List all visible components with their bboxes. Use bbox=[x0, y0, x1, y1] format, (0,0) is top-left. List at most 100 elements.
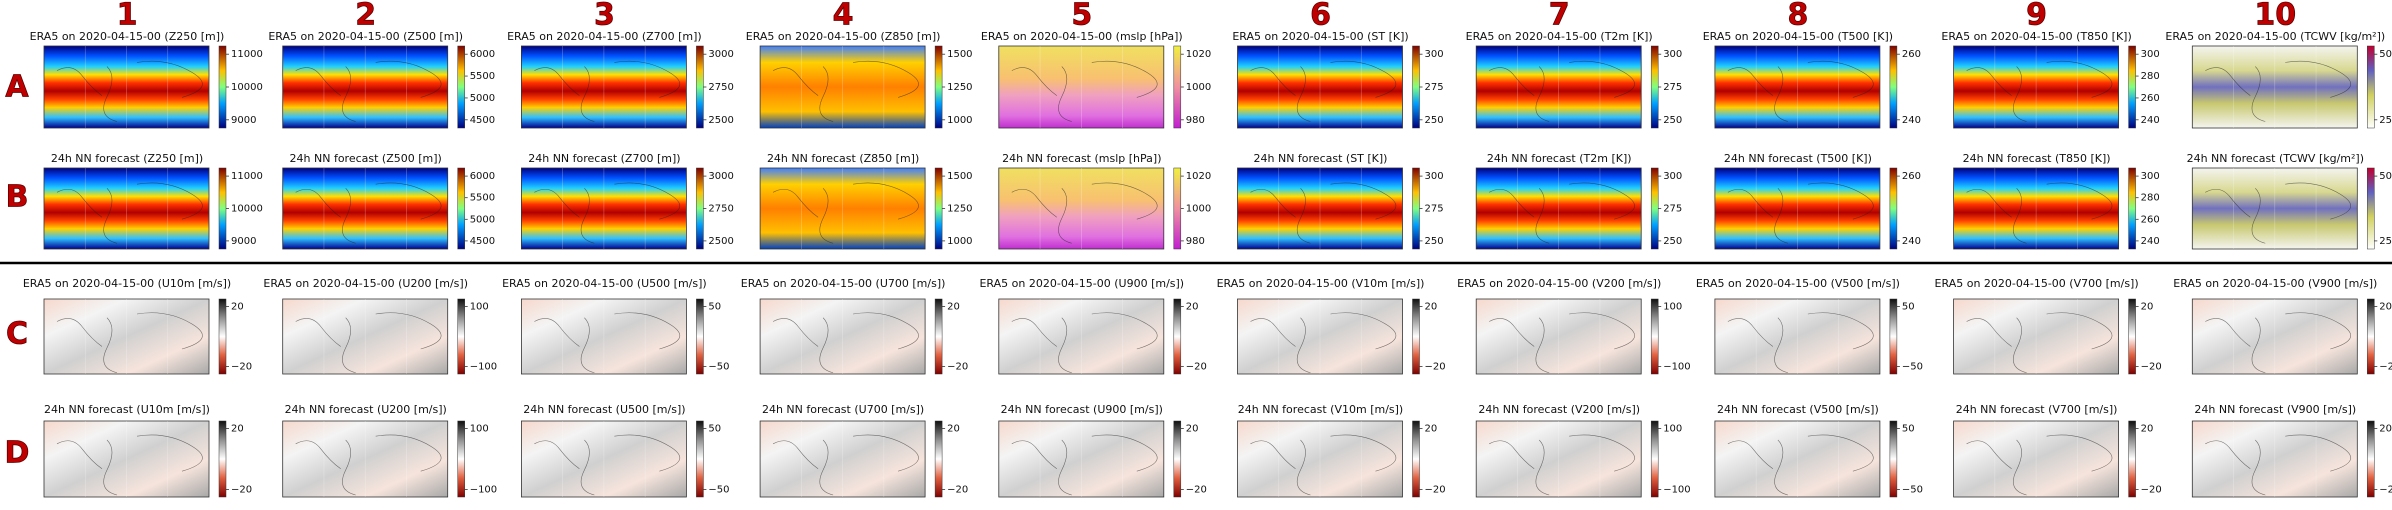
map bbox=[1237, 298, 1403, 375]
colorbar-tick-label: 10000 bbox=[231, 204, 263, 215]
colorbar-tick-label: 275 bbox=[1425, 82, 1444, 93]
map bbox=[43, 167, 210, 250]
panel-title: ERA5 on 2020-04-15-00 (Z250 [m]) bbox=[30, 30, 225, 43]
map bbox=[521, 167, 687, 250]
colorbar-tick-label: 240 bbox=[2141, 236, 2160, 247]
colorbar-tick-label: 20 bbox=[2379, 424, 2392, 435]
colorbar-tick-label: 25 bbox=[2379, 115, 2392, 126]
panel-title: 24h NN forecast (Z250 [m]) bbox=[51, 152, 203, 165]
panel-title: 24h NN forecast (V900 [m/s]) bbox=[2194, 403, 2356, 416]
panel-title: 24h NN forecast (Z850 [m]) bbox=[767, 152, 919, 165]
panel-title: ERA5 on 2020-04-15-00 (T2m [K]) bbox=[1466, 30, 1653, 43]
colorbar-tick-label: 1000 bbox=[1186, 204, 1211, 215]
panel-title: ERA5 on 2020-04-15-00 (U500 [m/s]) bbox=[502, 277, 707, 290]
panel-title: 24h NN forecast (V700 [m/s]) bbox=[1956, 403, 2118, 416]
colorbar-tick-label: 50 bbox=[708, 302, 721, 313]
panel-title: 24h NN forecast (V200 [m/s]) bbox=[1478, 403, 1640, 416]
map bbox=[1475, 167, 1642, 250]
panel-title: ERA5 on 2020-04-15-00 (Z700 [m]) bbox=[507, 30, 702, 43]
coastline bbox=[772, 60, 919, 122]
colorbar-tick-label: −50 bbox=[708, 362, 729, 373]
coastline bbox=[1489, 60, 1635, 122]
panel-title: ERA5 on 2020-04-15-00 (ST [K]) bbox=[1232, 30, 1408, 43]
colorbar-tick-label: −50 bbox=[708, 484, 729, 495]
map bbox=[759, 298, 926, 375]
colorbar bbox=[1650, 45, 1659, 129]
colorbar bbox=[1412, 45, 1420, 129]
colorbar bbox=[934, 167, 943, 250]
colorbar-tick-label: 50 bbox=[2379, 171, 2392, 182]
coastline bbox=[295, 434, 442, 496]
colorbar bbox=[2367, 167, 2375, 250]
panel-title: ERA5 on 2020-04-15-00 (T500 [K]) bbox=[1703, 30, 1893, 43]
colorbar bbox=[2128, 45, 2136, 129]
colorbar-tick-label: −50 bbox=[1902, 362, 1923, 373]
coastline bbox=[56, 312, 203, 374]
coastline bbox=[1489, 312, 1635, 374]
map bbox=[2191, 45, 2358, 129]
colorbar bbox=[2128, 420, 2136, 498]
colorbar-tick-label: −20 bbox=[947, 484, 968, 495]
map bbox=[1237, 167, 1403, 250]
colorbar-tick-label: −20 bbox=[231, 484, 252, 495]
colorbar-tick-label: 9000 bbox=[231, 236, 256, 247]
coastline bbox=[2205, 60, 2351, 122]
map bbox=[1475, 298, 1642, 375]
colorbar-tick-label: 2750 bbox=[708, 204, 733, 215]
map bbox=[2191, 298, 2358, 375]
map bbox=[1714, 45, 1881, 129]
panel-title: ERA5 on 2020-04-15-00 (Z850 [m]) bbox=[746, 30, 941, 43]
colorbar-tick-label: 300 bbox=[1663, 49, 1682, 60]
colorbar-tick-label: 20 bbox=[947, 424, 960, 435]
map bbox=[1237, 420, 1403, 498]
colorbar-tick-label: 11000 bbox=[231, 171, 263, 182]
row-label: B bbox=[6, 180, 29, 215]
coastline bbox=[534, 434, 681, 496]
coastline bbox=[772, 434, 919, 496]
panel-title: ERA5 on 2020-04-15-00 (V200 [m/s]) bbox=[1457, 277, 1661, 290]
colorbar-tick-label: 20 bbox=[2141, 424, 2154, 435]
colorbar-tick-label: 50 bbox=[708, 424, 721, 435]
colorbar-tick-label: 2500 bbox=[708, 115, 733, 126]
coastline bbox=[1966, 60, 2113, 122]
colorbar bbox=[457, 298, 465, 375]
panel-title: 24h NN forecast (Z700 [m]) bbox=[528, 152, 680, 165]
panel-title: 24h NN forecast (T850 [K]) bbox=[1963, 152, 2111, 165]
map bbox=[282, 45, 449, 129]
colorbar-tick-label: 50 bbox=[1902, 424, 1915, 435]
colorbar-tick-label: 20 bbox=[231, 424, 244, 435]
colorbar-tick-label: 100 bbox=[470, 424, 489, 435]
panel-title: ERA5 on 2020-04-15-00 (Z500 [m]) bbox=[268, 30, 463, 43]
colorbar bbox=[934, 45, 943, 129]
colorbar bbox=[696, 298, 704, 375]
colorbar bbox=[934, 420, 943, 498]
map bbox=[998, 298, 1165, 375]
colorbar-tick-label: 20 bbox=[1425, 302, 1438, 313]
panel-title: 24h NN forecast (T2m [K]) bbox=[1487, 152, 1632, 165]
map bbox=[43, 420, 210, 498]
coastline bbox=[534, 182, 681, 244]
colorbar-tick-label: −20 bbox=[2141, 484, 2162, 495]
colorbar-tick-label: 275 bbox=[1425, 204, 1444, 215]
panel-title: ERA5 on 2020-04-15-00 (V500 [m/s]) bbox=[1696, 277, 1900, 290]
map bbox=[759, 167, 926, 250]
colorbar bbox=[1650, 167, 1659, 250]
map bbox=[1953, 167, 2119, 250]
panel-title: 24h NN forecast (U900 [m/s]) bbox=[1001, 403, 1163, 416]
colorbar bbox=[934, 298, 943, 375]
column-number: 4 bbox=[833, 0, 854, 33]
colorbar-tick-label: 3000 bbox=[708, 49, 733, 60]
colorbar-tick-label: −20 bbox=[2141, 362, 2162, 373]
coastline bbox=[1250, 434, 1397, 496]
map bbox=[1714, 298, 1881, 375]
colorbar bbox=[2367, 45, 2375, 129]
colorbar-tick-label: −20 bbox=[1186, 484, 1207, 495]
colorbar-tick-label: 275 bbox=[1663, 204, 1682, 215]
map bbox=[759, 420, 926, 498]
colorbar-tick-label: 1020 bbox=[1186, 49, 1211, 60]
colorbar-tick-label: −100 bbox=[470, 484, 497, 495]
colorbar-tick-label: 250 bbox=[1663, 115, 1682, 126]
map bbox=[282, 420, 449, 498]
colorbar bbox=[1650, 298, 1659, 375]
map bbox=[2191, 167, 2358, 250]
